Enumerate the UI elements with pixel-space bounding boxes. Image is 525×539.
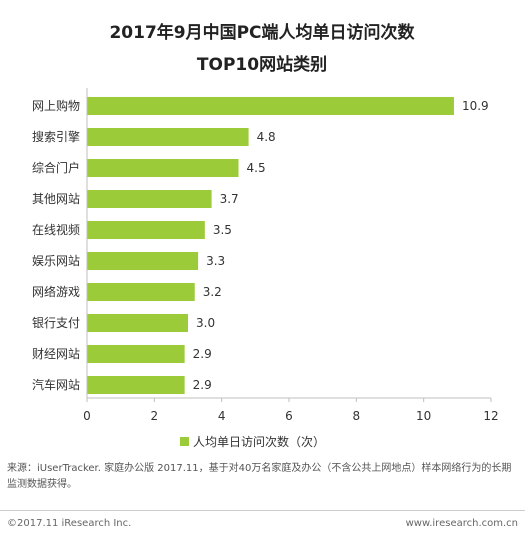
x-tick-label: 0 bbox=[83, 409, 91, 423]
value-label: 3.7 bbox=[220, 192, 239, 206]
chart-title-line2: TOP10网站类别 bbox=[197, 54, 327, 75]
category-label: 搜索引擎 bbox=[32, 129, 80, 144]
source-note: 来源：iUserTracker. 家庭办公版 2017.11，基于对40万名家庭… bbox=[7, 463, 512, 490]
legend-swatch bbox=[180, 437, 189, 446]
bar bbox=[87, 190, 212, 208]
bar bbox=[87, 345, 185, 363]
bar bbox=[87, 159, 239, 177]
x-tick-label: 10 bbox=[416, 409, 431, 423]
bar bbox=[87, 252, 199, 270]
bar bbox=[87, 128, 249, 146]
website-text: www.iresearch.com.cn bbox=[405, 518, 518, 529]
category-label: 财经网站 bbox=[32, 347, 80, 361]
value-label: 2.9 bbox=[193, 378, 212, 392]
x-axis: 0 2 4 6 8 10 12 bbox=[83, 88, 499, 423]
category-label: 娱乐网站 bbox=[32, 254, 80, 268]
category-label: 银行支付 bbox=[32, 316, 80, 330]
copyright-text: ©2017.11 iResearch Inc. bbox=[7, 518, 132, 529]
category-label: 在线视频 bbox=[32, 222, 80, 237]
value-label: 3.3 bbox=[206, 254, 225, 268]
x-tick-label: 6 bbox=[285, 409, 293, 423]
footer: ©2017.11 iResearch Inc. www.iresearch.co… bbox=[0, 510, 525, 539]
bar bbox=[87, 97, 454, 115]
legend: 人均单日访问次数（次） bbox=[180, 434, 325, 449]
value-label: 3.5 bbox=[213, 223, 232, 237]
bar bbox=[87, 376, 185, 394]
bar bbox=[87, 314, 188, 332]
value-label: 3.0 bbox=[196, 316, 215, 330]
x-tick-label: 2 bbox=[151, 409, 159, 423]
bars: 网上购物 10.9 搜索引擎 4.8 综合门户 4.5 其他网站 3.7 在线视频 3.5 娱乐网站… bbox=[32, 97, 489, 394]
bar bbox=[87, 221, 205, 239]
bar bbox=[87, 283, 195, 301]
chart-title-line1: 2017年9月中国PC端人均单日访问次数 bbox=[109, 22, 415, 43]
category-label: 网上购物 bbox=[32, 98, 80, 113]
x-tick-label: 4 bbox=[218, 409, 226, 423]
legend-label: 人均单日访问次数（次） bbox=[193, 434, 325, 449]
category-label: 其他网站 bbox=[32, 192, 80, 206]
value-label: 10.9 bbox=[462, 99, 489, 113]
x-tick-label: 12 bbox=[483, 409, 498, 423]
value-label: 2.9 bbox=[193, 347, 212, 361]
value-label: 3.2 bbox=[203, 285, 222, 299]
x-tick-label: 8 bbox=[353, 409, 361, 423]
category-label: 网络游戏 bbox=[32, 284, 80, 299]
category-label: 汽车网站 bbox=[32, 377, 80, 392]
value-label: 4.5 bbox=[247, 161, 266, 175]
value-label: 4.8 bbox=[257, 130, 276, 144]
category-label: 综合门户 bbox=[32, 160, 80, 175]
